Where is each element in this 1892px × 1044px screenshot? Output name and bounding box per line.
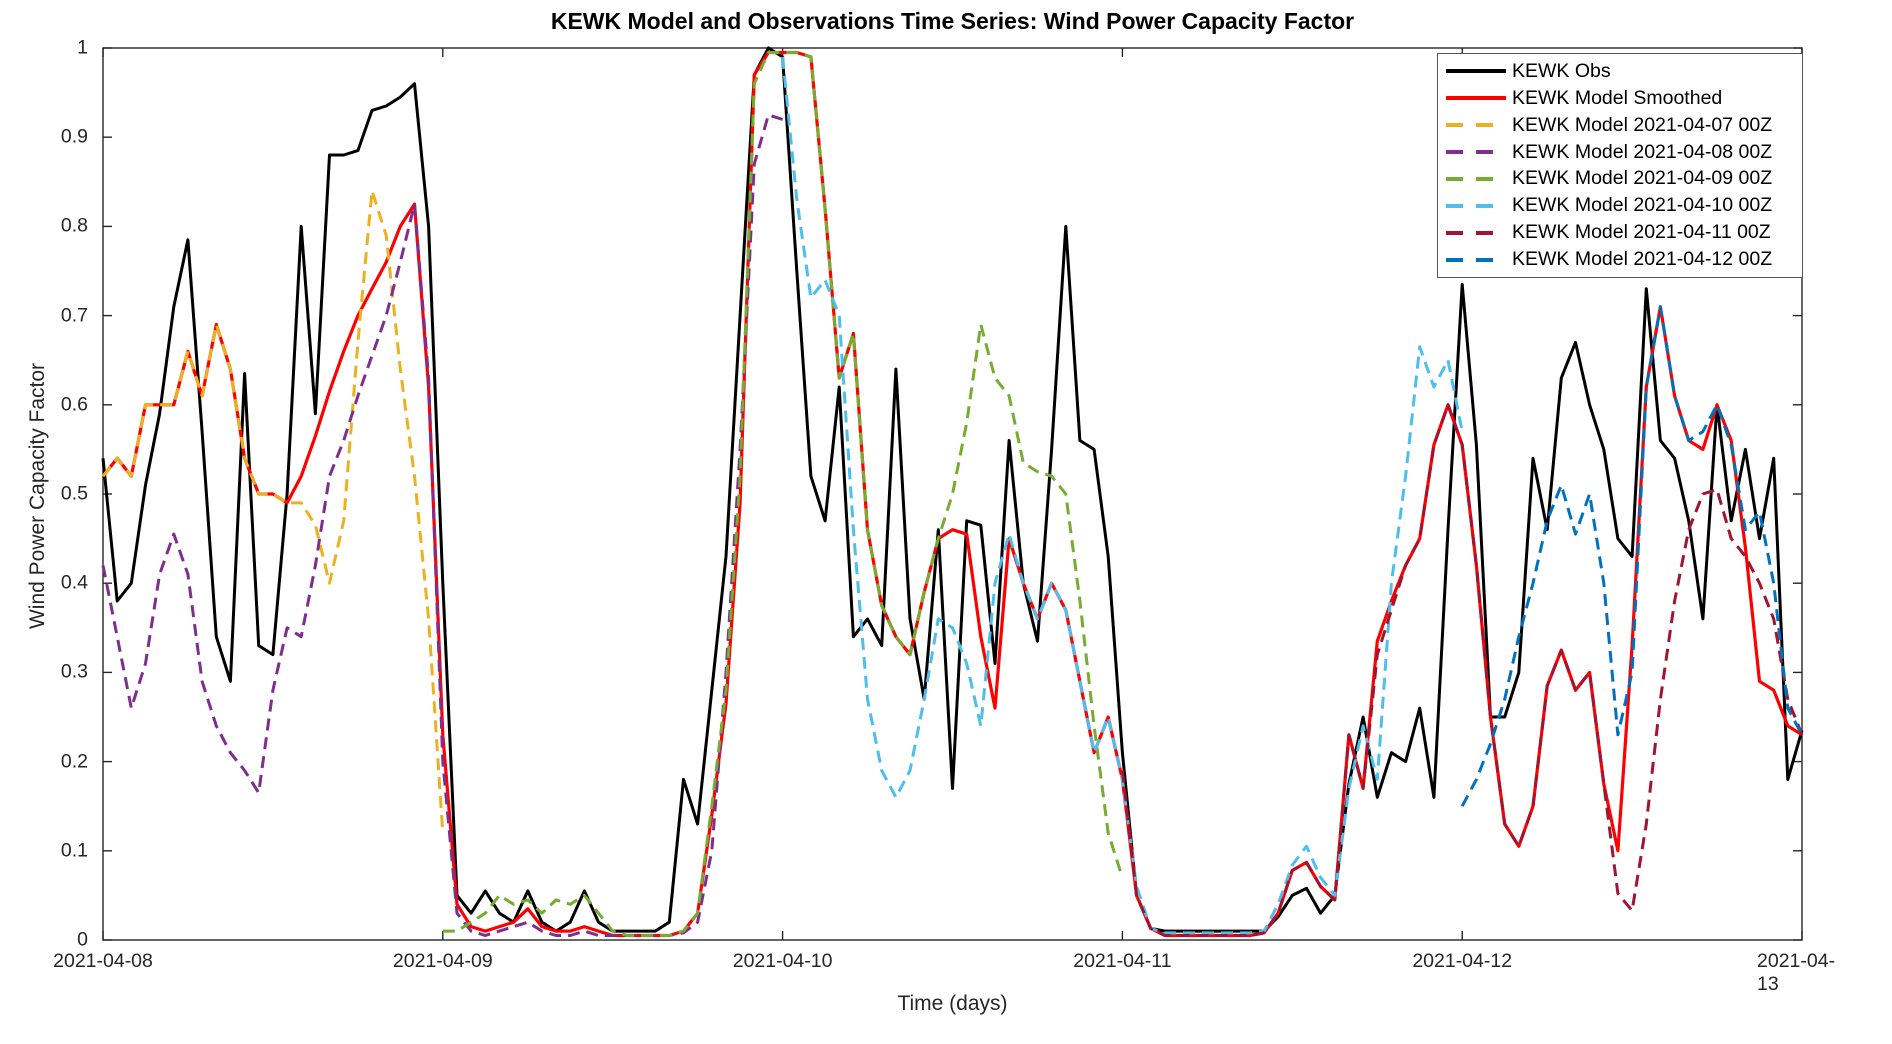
legend-line-sample [1446, 230, 1506, 235]
legend-line-sample [1446, 257, 1506, 262]
legend-box: KEWK Obs KEWK Model Smoothed KEWK Model 20… [1437, 53, 1803, 278]
y-tick-label: 0.2 [60, 750, 88, 773]
x-tick-label: 2021-04-10 [732, 950, 833, 972]
legend-line-sample [1446, 69, 1506, 74]
legend-label: KEWK Obs [1512, 59, 1611, 82]
y-tick-label: 0 [77, 928, 88, 951]
legend-item: KEWK Model 2021-04-10 00Z [1438, 193, 1802, 219]
legend-item: KEWK Model 2021-04-12 00Z [1438, 247, 1802, 273]
legend-item: KEWK Model Smoothed [1438, 85, 1802, 111]
legend-label: KEWK Model 2021-04-09 00Z [1512, 167, 1773, 190]
y-tick-label: 0.3 [60, 660, 88, 683]
legend-label: KEWK Model 2021-04-12 00Z [1512, 248, 1773, 271]
x-tick-label: 2021-04-08 [53, 950, 153, 972]
series-line-kewk-model-2021-04-07-00z [101, 189, 445, 834]
x-tick-label: 2021-04-11 [1073, 950, 1172, 972]
series-line-kewk-obs [101, 46, 1804, 933]
legend-line-sample [1446, 203, 1506, 208]
legend-label: KEWK Model Smoothed [1512, 86, 1723, 109]
y-tick-label: 0.4 [60, 571, 88, 594]
x-tick-label: 2021-04-13 [1757, 950, 1836, 995]
series-line-kewk-model-2021-04-11-00z [1120, 403, 1804, 937]
x-axis-label: Time (days) [897, 992, 1008, 1015]
legend-label: KEWK Model 2021-04-08 00Z [1512, 140, 1773, 163]
series-line-kewk-model-smoothed [101, 50, 1803, 938]
x-tick-label: 2021-04-12 [1412, 950, 1513, 972]
legend-label: KEWK Model 2021-04-07 00Z [1512, 113, 1773, 136]
legend-line-sample [1446, 150, 1506, 155]
legend-item: KEWK Obs [1438, 58, 1802, 84]
legend-label: KEWK Model 2021-04-10 00Z [1512, 194, 1773, 217]
y-tick-label: 0.6 [60, 393, 88, 416]
legend-line-sample [1446, 123, 1506, 128]
legend-line-sample [1446, 96, 1506, 101]
legend-line-sample [1446, 176, 1506, 181]
legend-item: KEWK Model 2021-04-07 00Z [1438, 112, 1802, 138]
y-tick-label: 0.7 [60, 304, 88, 327]
y-tick-label: 1 [77, 36, 88, 59]
y-tick-label: 0.1 [60, 839, 88, 862]
legend-item: KEWK Model 2021-04-09 00Z [1438, 166, 1802, 192]
chart-title: KEWK Model and Observations Time Series:… [550, 8, 1355, 34]
y-tick-label: 0.9 [60, 125, 88, 148]
legend-label: KEWK Model 2021-04-11 00Z [1512, 221, 1771, 244]
series-line-kewk-model-2021-04-10-00z [781, 56, 1464, 935]
legend-item: KEWK Model 2021-04-08 00Z [1438, 139, 1802, 165]
y-tick-label: 0.8 [60, 214, 88, 237]
series-line-kewk-model-2021-04-09-00z [442, 51, 1124, 937]
legend-item: KEWK Model 2021-04-11 00Z [1438, 220, 1802, 246]
series-line-kewk-model-2021-04-12-00z [1460, 305, 1804, 807]
x-tick-label: 2021-04-09 [392, 950, 493, 972]
y-tick-label: 0.5 [60, 482, 88, 505]
